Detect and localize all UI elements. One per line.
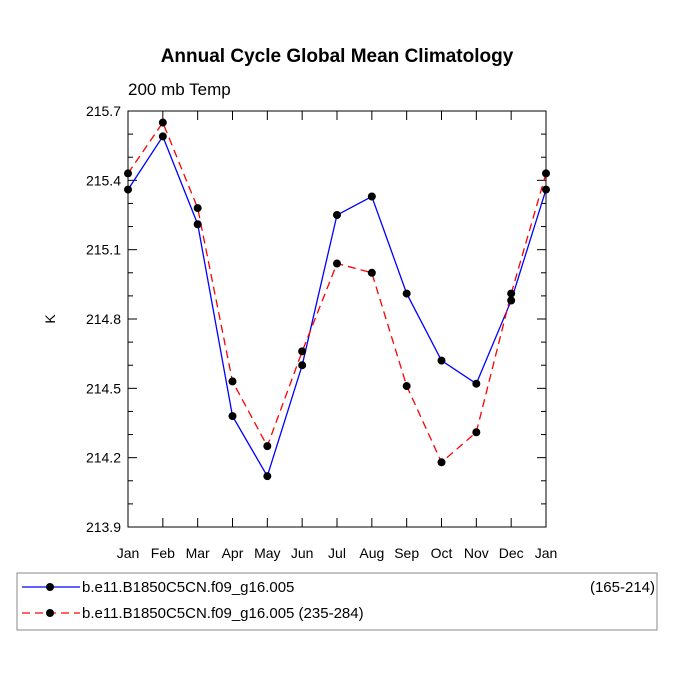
- x-tick-label: Dec: [499, 545, 524, 561]
- series-1-point: [193, 220, 202, 229]
- series-2-point: [263, 442, 272, 451]
- legend-item-series-1: b.e11.B1850C5CN.f09_g16.005 (165-214): [22, 579, 655, 596]
- legend-label-series-1: b.e11.B1850C5CN.f09_g16.005: [82, 579, 294, 596]
- series-2-point: [333, 259, 341, 268]
- y-axis-label: K: [42, 314, 58, 324]
- series-1-point: [507, 296, 516, 305]
- series-line-1: [127, 134, 547, 478]
- legend-range-series-1: (165-214): [590, 579, 655, 596]
- x-tick-label: Jun: [291, 545, 314, 561]
- series-1-point: [367, 192, 376, 201]
- y-tick-label: 215.7: [86, 103, 121, 119]
- series-2-point: [298, 347, 307, 356]
- series-layer: [124, 118, 550, 481]
- series-2-point: [437, 458, 446, 467]
- series-1-point: [542, 185, 550, 194]
- series-1-point: [158, 132, 167, 141]
- y-tick-label: 215.4: [86, 172, 121, 188]
- x-tick-label: Jan: [117, 545, 140, 561]
- x-tick-label: Jan: [535, 545, 558, 561]
- legend-item-series-2: b.e11.B1850C5CN.f09_g16.005 (235-284): [22, 605, 364, 622]
- series-2-point: [472, 428, 481, 437]
- y-tick-label: 214.2: [86, 450, 121, 466]
- series-1-point: [402, 289, 411, 298]
- series-2-point: [507, 289, 516, 298]
- series-line-2: [127, 121, 547, 464]
- x-tick-label: Sep: [394, 545, 419, 561]
- series-2-point: [542, 169, 550, 178]
- y-tick-label: 215.1: [86, 242, 121, 258]
- series-1-point: [298, 361, 307, 370]
- x-tick-label: May: [254, 545, 280, 561]
- plot-area-frame: [127, 110, 547, 528]
- x-tick-label: Feb: [151, 545, 175, 561]
- chart-title: Annual Cycle Global Mean Climatology: [161, 46, 514, 67]
- y-axis: 213.9 214.2 214.5 214.8 215.1 215.4 215.7: [86, 103, 546, 535]
- y-tick-label: 214.8: [86, 311, 121, 327]
- x-tick-label: Mar: [186, 545, 210, 561]
- series-2-point: [367, 268, 376, 277]
- series-1-point: [228, 412, 237, 421]
- legend-label-series-2: b.e11.B1850C5CN.f09_g16.005 (235-284): [82, 605, 364, 622]
- y-tick-label: 214.5: [86, 380, 121, 396]
- series-1-point: [263, 472, 272, 481]
- series-2-point: [124, 169, 132, 178]
- legend-box: [16, 572, 658, 631]
- series-2-point: [228, 377, 237, 386]
- x-tick-label: Apr: [222, 545, 244, 561]
- series-1-point: [472, 379, 481, 388]
- y-tick-label: 213.9: [86, 519, 121, 535]
- legend-marker-series-2: [46, 609, 54, 617]
- x-tick-label: Oct: [431, 545, 453, 561]
- x-tick-label: Nov: [464, 545, 489, 561]
- series-1-point: [437, 356, 446, 365]
- series-2-point: [402, 382, 411, 391]
- x-tick-label: Aug: [359, 545, 384, 561]
- series-2-point: [193, 204, 202, 213]
- series-2-point: [158, 118, 167, 127]
- chart-subtitle: 200 mb Temp: [128, 80, 231, 99]
- series-1-point: [333, 211, 341, 219]
- legend-marker-series-1: [46, 583, 54, 591]
- x-tick-label: Jul: [328, 545, 346, 561]
- x-axis: Jan Feb Mar Apr May Jun Jul Aug Sep Oct Nov Dec Jan: [117, 111, 558, 561]
- series-1-point: [124, 185, 132, 194]
